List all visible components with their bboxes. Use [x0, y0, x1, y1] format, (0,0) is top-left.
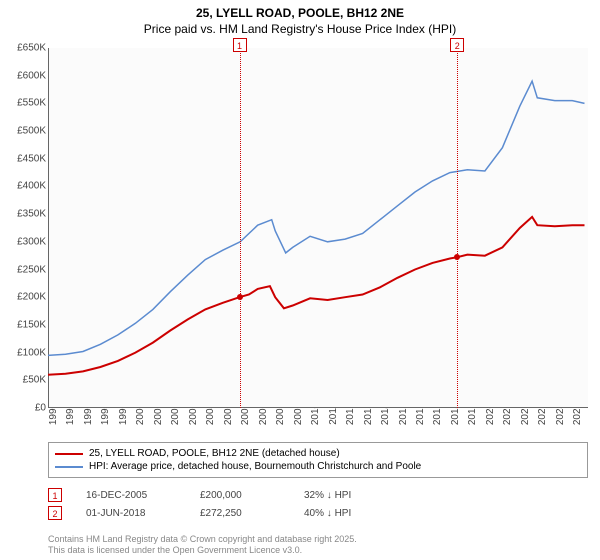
- legend-swatch-price: [55, 453, 83, 455]
- ytick-label: £400K: [17, 181, 46, 192]
- event-diff-2: 40% ↓ HPI: [304, 508, 351, 519]
- event-date-2: 01-JUN-2018: [86, 508, 176, 519]
- event-price-2: £272,250: [200, 508, 280, 519]
- event-point-2: [454, 254, 460, 260]
- event-price-1: £200,000: [200, 490, 280, 501]
- event-num-1: 1: [48, 488, 62, 502]
- ytick-label: £650K: [17, 43, 46, 54]
- legend-item-hpi: HPI: Average price, detached house, Bour…: [55, 460, 581, 473]
- event-line-2: [457, 48, 458, 408]
- ytick-label: £100K: [17, 347, 46, 358]
- series-hpi: [48, 81, 585, 355]
- line-layer: [48, 48, 588, 408]
- ytick-label: £300K: [17, 236, 46, 247]
- footer-line2: This data is licensed under the Open Gov…: [48, 545, 357, 556]
- ytick-label: £600K: [17, 70, 46, 81]
- legend-swatch-hpi: [55, 466, 83, 468]
- ytick-label: £450K: [17, 153, 46, 164]
- event-marker-2: 2: [450, 38, 464, 52]
- chart-subtitle: Price paid vs. HM Land Registry's House …: [0, 22, 600, 40]
- ytick-label: £200K: [17, 292, 46, 303]
- legend: 25, LYELL ROAD, POOLE, BH12 2NE (detache…: [48, 442, 588, 478]
- series-price_paid: [48, 217, 585, 375]
- event-row-2: 2 01-JUN-2018 £272,250 40% ↓ HPI: [48, 504, 588, 522]
- footer-line1: Contains HM Land Registry data © Crown c…: [48, 534, 357, 545]
- ytick-label: £0: [35, 403, 46, 414]
- legend-label-price: 25, LYELL ROAD, POOLE, BH12 2NE (detache…: [89, 448, 340, 459]
- event-marker-1: 1: [233, 38, 247, 52]
- events-table: 1 16-DEC-2005 £200,000 32% ↓ HPI 2 01-JU…: [48, 486, 588, 522]
- event-row-1: 1 16-DEC-2005 £200,000 32% ↓ HPI: [48, 486, 588, 504]
- ytick-label: £250K: [17, 264, 46, 275]
- chart-container: 25, LYELL ROAD, POOLE, BH12 2NE Price pa…: [0, 0, 600, 560]
- event-diff-1: 32% ↓ HPI: [304, 490, 351, 501]
- ytick-label: £350K: [17, 209, 46, 220]
- ytick-label: £50K: [23, 375, 46, 386]
- event-point-1: [237, 294, 243, 300]
- ytick-label: £500K: [17, 126, 46, 137]
- legend-item-price: 25, LYELL ROAD, POOLE, BH12 2NE (detache…: [55, 447, 581, 460]
- legend-label-hpi: HPI: Average price, detached house, Bour…: [89, 461, 421, 472]
- chart-title: 25, LYELL ROAD, POOLE, BH12 2NE: [0, 0, 600, 22]
- ytick-label: £550K: [17, 98, 46, 109]
- event-line-1: [240, 48, 241, 408]
- footer: Contains HM Land Registry data © Crown c…: [48, 534, 357, 556]
- event-num-2: 2: [48, 506, 62, 520]
- event-date-1: 16-DEC-2005: [86, 490, 176, 501]
- ytick-label: £150K: [17, 319, 46, 330]
